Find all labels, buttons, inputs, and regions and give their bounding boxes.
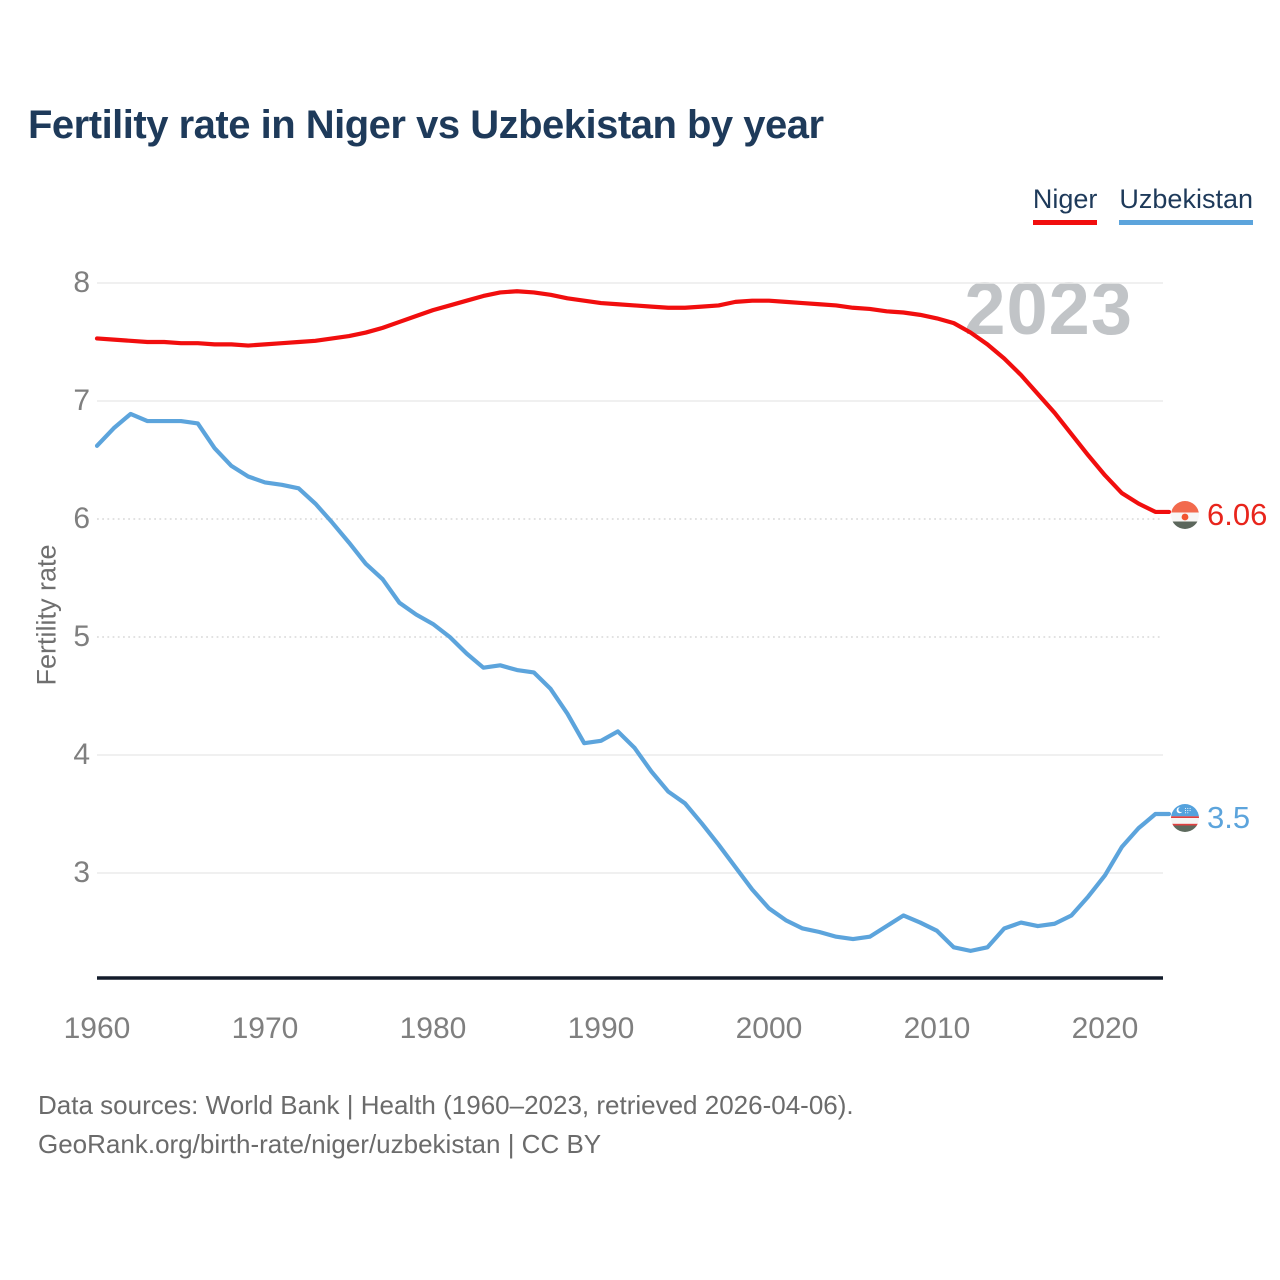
footer-link-line: GeoRank.org/birth-rate/niger/uzbekistan …: [38, 1129, 602, 1159]
footer-source-line: Data sources: World Bank | Health (1960–…: [38, 1090, 854, 1120]
page-title: Fertility rate in Niger vs Uzbekistan by…: [28, 103, 824, 147]
legend-label-uzbekistan: Uzbekistan: [1119, 184, 1253, 214]
niger-line: [94, 289, 1172, 515]
x-tick-1990: 1990: [567, 1012, 635, 1045]
watermark-year: 2023: [964, 267, 1133, 350]
y-tick-4: 4: [73, 738, 90, 771]
y-tick-7: 7: [73, 384, 90, 417]
legend: Niger Uzbekistan: [1032, 184, 1253, 225]
uzbekistan-end-label: 3.5: [1171, 800, 1250, 836]
niger-flag-icon: [1171, 501, 1199, 529]
x-tick-1980: 1980: [399, 1012, 467, 1045]
x-tick-2000: 2000: [735, 1012, 803, 1045]
footer: Data sources: World Bank | Health (1960–…: [38, 1086, 854, 1164]
y-tick-6: 6: [73, 502, 90, 535]
x-tick-2010: 2010: [903, 1012, 971, 1045]
x-tick-1970: 1970: [231, 1012, 299, 1045]
uzbekistan-line: [94, 411, 1172, 953]
x-tick-1960: 1960: [63, 1012, 131, 1045]
legend-item-niger[interactable]: Niger: [1032, 184, 1098, 225]
uzbekistan-end-value: 3.5: [1207, 800, 1251, 835]
legend-item-uzbekistan[interactable]: Uzbekistan: [1119, 184, 1253, 225]
uzbekistan-flag-icon: [1171, 804, 1199, 832]
y-tick-3: 3: [73, 856, 90, 889]
niger-end-value: 6.06: [1207, 497, 1268, 532]
legend-label-niger: Niger: [1032, 184, 1098, 214]
niger-end-label: 6.06: [1171, 497, 1267, 533]
x-tick-2020: 2020: [1071, 1012, 1139, 1045]
y-tick-8: 8: [73, 266, 90, 299]
y-tick-5: 5: [73, 620, 90, 653]
